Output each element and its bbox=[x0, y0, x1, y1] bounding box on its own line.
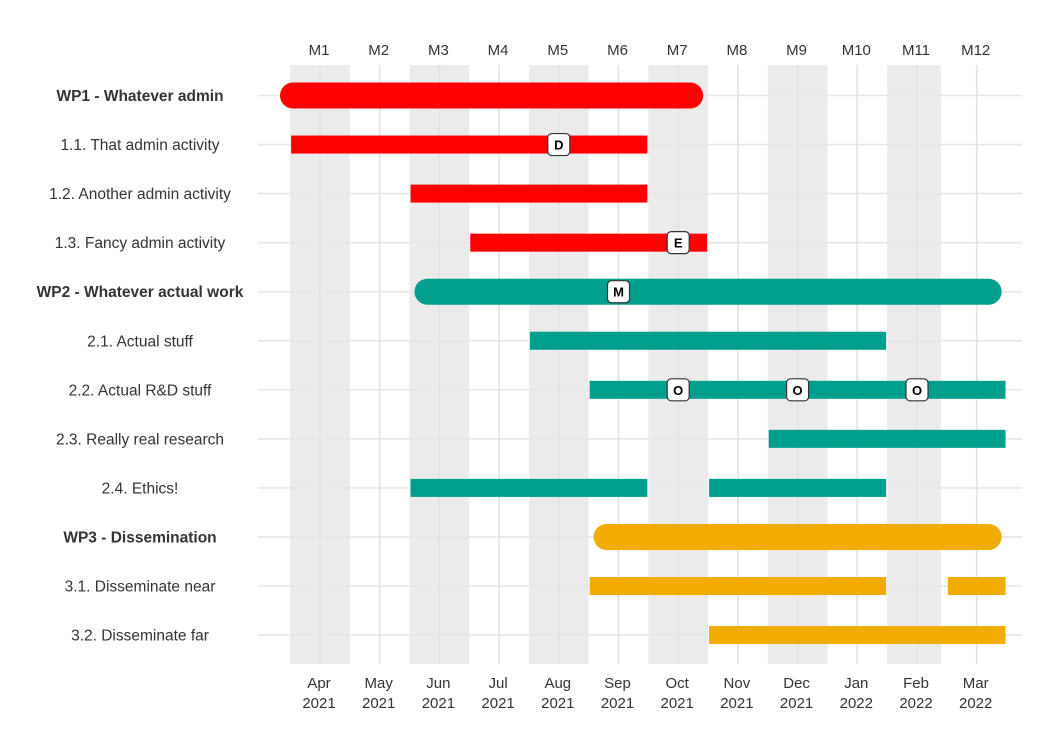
milestones: D E M O O O bbox=[547, 132, 929, 402]
project-month-label: M2 bbox=[368, 42, 389, 59]
milestone-label: O bbox=[793, 383, 803, 398]
milestone-label: D bbox=[554, 138, 563, 153]
year-tick-label: 2022 bbox=[840, 695, 873, 712]
year-tick-label: 2021 bbox=[661, 695, 694, 712]
month-gridlines bbox=[319, 65, 978, 664]
project-month-label: M6 bbox=[607, 42, 628, 59]
task-bar bbox=[410, 478, 648, 497]
milestone-marker bbox=[905, 378, 929, 402]
year-tick-label: 2022 bbox=[959, 695, 992, 712]
month-tick-label: Jan bbox=[844, 675, 868, 692]
month-bands bbox=[290, 65, 941, 664]
month-band bbox=[887, 65, 941, 664]
top-axis: M1 M2 M3 M4 M5 M6 M7 M8 M9 M10 M11 M12 bbox=[309, 42, 991, 59]
year-tick-label: 2022 bbox=[899, 695, 932, 712]
task-bar bbox=[947, 577, 1006, 595]
work-package-label: WP1 - Whatever admin bbox=[56, 88, 223, 105]
month-tick-label: Feb bbox=[903, 675, 929, 692]
task-bar bbox=[291, 135, 648, 154]
work-package-bar bbox=[414, 278, 1002, 305]
milestone-marker bbox=[666, 378, 690, 402]
project-month-label: M8 bbox=[726, 42, 747, 59]
milestone-marker bbox=[606, 280, 631, 304]
month-tick-label: Nov bbox=[724, 675, 751, 692]
bars bbox=[280, 82, 1006, 645]
year-tick-label: 2021 bbox=[481, 695, 514, 712]
milestone-marker bbox=[785, 378, 810, 402]
work-package-label: WP2 - Whatever actual work bbox=[37, 284, 244, 301]
year-tick-label: 2021 bbox=[362, 695, 395, 712]
month-tick-label: Jun bbox=[426, 675, 450, 692]
month-tick-label: Mar bbox=[963, 675, 989, 692]
bottom-axis: Apr 2021 May 2021 Jun 2021 Jul 2021 Aug 2021 Sep 20… bbox=[302, 675, 992, 712]
month-tick-label: Apr bbox=[307, 675, 330, 692]
year-tick-label: 2021 bbox=[541, 695, 574, 712]
task-label: 3.1. Disseminate near bbox=[65, 579, 216, 596]
task-label: 2.3. Really real research bbox=[56, 431, 224, 448]
project-month-label: M11 bbox=[902, 42, 930, 59]
task-bar bbox=[709, 626, 1006, 645]
month-tick-label: Dec bbox=[783, 675, 810, 692]
project-month-label: M5 bbox=[547, 42, 568, 59]
month-tick-label: May bbox=[365, 675, 394, 692]
task-label: 2.4. Ethics! bbox=[102, 480, 179, 497]
task-label: 2.1. Actual stuff bbox=[87, 333, 193, 350]
project-month-label: M7 bbox=[667, 42, 688, 59]
project-month-label: M1 bbox=[309, 42, 330, 59]
task-bar bbox=[470, 233, 708, 252]
month-tick-label: Oct bbox=[666, 675, 690, 692]
project-month-label: M9 bbox=[786, 42, 807, 59]
project-month-label: M3 bbox=[428, 42, 449, 59]
milestone-label: O bbox=[912, 383, 922, 398]
task-labels: WP1 - Whatever admin 1.1. That admin acti… bbox=[37, 88, 244, 645]
month-tick-label: Jul bbox=[489, 675, 508, 692]
task-label: 1.1. That admin activity bbox=[60, 137, 219, 154]
milestone-label: E bbox=[674, 236, 683, 251]
year-tick-label: 2021 bbox=[601, 695, 634, 712]
year-tick-label: 2021 bbox=[422, 695, 455, 712]
project-month-label: M10 bbox=[842, 42, 871, 59]
month-tick-label: Aug bbox=[544, 675, 571, 692]
work-package-label: WP3 - Dissemination bbox=[63, 529, 216, 546]
task-label: 1.3. Fancy admin activity bbox=[55, 235, 226, 252]
task-bar bbox=[410, 184, 648, 203]
year-tick-label: 2021 bbox=[780, 695, 813, 712]
year-tick-label: 2021 bbox=[302, 695, 335, 712]
year-tick-label: 2021 bbox=[720, 695, 753, 712]
month-tick-label: Sep bbox=[604, 675, 631, 692]
project-month-label: M4 bbox=[488, 42, 509, 59]
task-label: 3.2. Disseminate far bbox=[71, 628, 209, 645]
milestone-marker bbox=[547, 132, 571, 157]
task-label: 2.2. Actual R&D stuff bbox=[69, 382, 212, 399]
milestone-label: O bbox=[673, 383, 683, 398]
task-bar bbox=[589, 577, 887, 595]
task-bar bbox=[529, 331, 887, 350]
project-month-label: M12 bbox=[961, 42, 990, 59]
milestone-label: M bbox=[613, 285, 624, 300]
milestone-marker bbox=[666, 231, 690, 255]
task-bar bbox=[768, 429, 1006, 448]
work-package-bar bbox=[280, 82, 704, 109]
task-label: 1.2. Another admin activity bbox=[49, 186, 231, 203]
work-package-bar bbox=[593, 523, 1002, 550]
task-bar bbox=[709, 478, 887, 497]
